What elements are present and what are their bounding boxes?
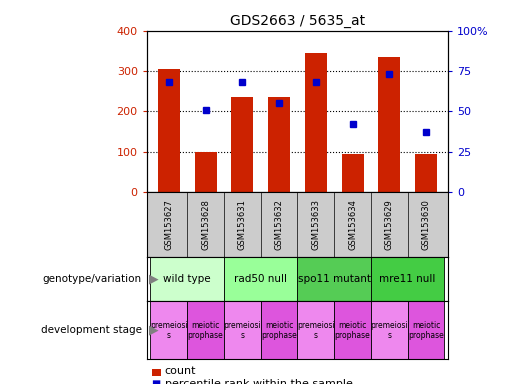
Text: genotype/variation: genotype/variation (43, 274, 142, 285)
Text: GSM153630: GSM153630 (421, 199, 431, 250)
Text: GSM153634: GSM153634 (348, 199, 357, 250)
Text: premeiosi
s: premeiosi s (224, 321, 261, 340)
Bar (408, 301, 444, 359)
Text: GSM153633: GSM153633 (311, 199, 320, 250)
Bar (298, 301, 334, 359)
Bar (371, 257, 444, 301)
Bar (378, 57, 400, 192)
Bar (195, 152, 217, 192)
Text: wild type: wild type (163, 274, 211, 285)
Text: GSM153631: GSM153631 (238, 199, 247, 250)
Text: percentile rank within the sample: percentile rank within the sample (165, 379, 353, 384)
Bar (261, 301, 298, 359)
Text: mre11 null: mre11 null (380, 274, 436, 285)
Text: GSM153628: GSM153628 (201, 199, 210, 250)
Text: count: count (165, 366, 196, 376)
Text: development stage: development stage (41, 325, 142, 335)
Text: GSM153632: GSM153632 (274, 199, 284, 250)
Text: ▶: ▶ (149, 324, 159, 337)
Bar (305, 53, 327, 192)
Text: meiotic
prophase: meiotic prophase (187, 321, 224, 340)
Bar (415, 154, 437, 192)
Bar (158, 69, 180, 192)
Text: ■: ■ (151, 379, 161, 384)
Title: GDS2663 / 5635_at: GDS2663 / 5635_at (230, 14, 365, 28)
Text: meiotic
prophase: meiotic prophase (408, 321, 444, 340)
Bar (224, 301, 261, 359)
Text: meiotic
prophase: meiotic prophase (261, 321, 297, 340)
Text: premeiosi
s: premeiosi s (150, 321, 187, 340)
Text: premeiosi
s: premeiosi s (370, 321, 408, 340)
Text: meiotic
prophase: meiotic prophase (335, 321, 370, 340)
Bar (224, 257, 298, 301)
Bar (341, 154, 364, 192)
Text: GSM153627: GSM153627 (164, 199, 174, 250)
Bar (268, 97, 290, 192)
Text: premeiosi
s: premeiosi s (297, 321, 335, 340)
Bar (298, 257, 371, 301)
Text: spo11 mutant: spo11 mutant (298, 274, 371, 285)
Bar (150, 301, 187, 359)
Bar (150, 257, 224, 301)
Bar (187, 301, 224, 359)
Bar (231, 97, 253, 192)
Text: ▶: ▶ (149, 273, 159, 286)
Text: rad50 null: rad50 null (234, 274, 287, 285)
Text: GSM153629: GSM153629 (385, 199, 394, 250)
Bar (371, 301, 408, 359)
Bar (334, 301, 371, 359)
